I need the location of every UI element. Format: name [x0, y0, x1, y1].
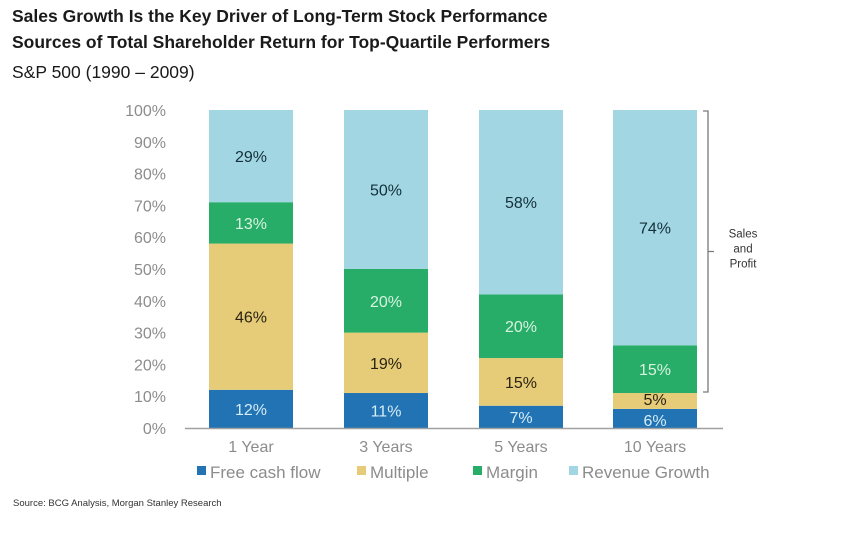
- bar-segment-revenue-growth: [479, 110, 563, 295]
- y-tick-label: 60%: [134, 230, 166, 247]
- legend-item-revenue-growth: Revenue Growth: [569, 463, 710, 482]
- x-tick-label: 10 Years: [624, 439, 686, 456]
- legend-label: Multiple: [370, 463, 429, 482]
- data-label: 20%: [505, 319, 537, 336]
- y-tick-label: 90%: [134, 135, 166, 152]
- y-tick-label: 40%: [134, 294, 166, 311]
- legend-item-free-cash-flow: Free cash flow: [197, 463, 321, 482]
- bracket-sales-and-profit: [703, 110, 714, 393]
- chart-title: Sales Growth Is the Key Driver of Long-T…: [12, 6, 548, 26]
- y-tick-label: 80%: [134, 167, 166, 184]
- y-tick-label: 30%: [134, 326, 166, 343]
- annotations: Sales and Profit: [703, 110, 758, 393]
- y-tick-label: 10%: [134, 389, 166, 406]
- chart-subtitle: Sources of Total Shareholder Return for …: [12, 32, 551, 52]
- data-label: 12%: [235, 402, 267, 419]
- bar-segment-multiple: [344, 332, 428, 394]
- data-label: 46%: [235, 310, 267, 327]
- bar-stack-1-year: 12% 46% 13% 29%: [209, 110, 293, 428]
- data-label: 13%: [235, 216, 267, 233]
- legend-swatch: [569, 466, 578, 475]
- legend: Free cash flow Multiple Margin Revenue Grow…: [197, 463, 710, 482]
- data-label: 15%: [505, 375, 537, 392]
- chart-scope-label: S&P 500 (1990 – 2009): [12, 62, 195, 82]
- x-tick-label: 5 Years: [494, 439, 547, 456]
- data-label: 74%: [639, 221, 671, 238]
- data-label: 20%: [370, 294, 402, 311]
- bar-stack-10-years: 6% 5% 15% 74%: [613, 110, 697, 430]
- annotation-label: Profit: [730, 259, 758, 271]
- y-tick-label: 70%: [134, 198, 166, 215]
- y-tick-label: 0%: [143, 421, 166, 438]
- bar-segment-free-cash-flow: [613, 408, 697, 428]
- legend-swatch: [357, 466, 366, 475]
- data-label: 11%: [371, 404, 402, 421]
- x-tick-label: 1 Year: [228, 439, 274, 456]
- data-label: 58%: [505, 195, 537, 212]
- bar-segment-margin: [479, 294, 563, 359]
- bar-segment-multiple: [613, 393, 697, 409]
- bar-segment-margin: [209, 202, 293, 244]
- bar-stack-3-years: 11% 19% 20% 50%: [344, 110, 428, 428]
- y-tick-label: 20%: [134, 357, 166, 374]
- data-label: 6%: [643, 413, 666, 430]
- y-axis: 0% 10% 20% 30% 40% 50% 60% 70% 80% 90% 100%: [125, 103, 166, 438]
- annotation-label: and: [733, 244, 752, 256]
- x-axis: 1 Year 3 Years 5 Years 10 Years: [185, 427, 723, 456]
- legend-swatch: [197, 466, 206, 475]
- bar-segment-revenue-growth: [209, 110, 293, 203]
- x-tick-label: 3 Years: [359, 439, 412, 456]
- legend-label: Free cash flow: [210, 463, 321, 482]
- bars: 12% 46% 13% 29% 11% 19% 20% 50% 7% 15% 20% 58% 6% 5% 1…: [209, 110, 697, 430]
- bar-segment-multiple: [209, 243, 293, 390]
- bar-segment-free-cash-flow: [344, 393, 428, 428]
- bar-stack-5-years: 7% 15% 20% 58%: [479, 110, 563, 428]
- bar-segment-margin: [344, 269, 428, 333]
- annotation-label: Sales: [729, 229, 758, 241]
- data-label: 7%: [509, 410, 532, 427]
- bar-segment-free-cash-flow: [479, 405, 563, 428]
- legend-swatch: [473, 466, 482, 475]
- bar-segment-revenue-growth: [344, 110, 428, 269]
- source-note: Source: BCG Analysis, Morgan Stanley Res…: [13, 498, 222, 509]
- data-label: 50%: [370, 183, 402, 200]
- data-label: 19%: [370, 356, 402, 373]
- data-label: 15%: [639, 362, 671, 379]
- data-label: 29%: [235, 149, 267, 166]
- bar-segment-revenue-growth: [613, 110, 697, 346]
- y-tick-label: 50%: [134, 262, 166, 279]
- y-tick-label: 100%: [125, 103, 166, 120]
- legend-item-margin: Margin: [473, 463, 538, 482]
- legend-label: Margin: [486, 463, 538, 482]
- bar-segment-margin: [613, 345, 697, 394]
- legend-item-multiple: Multiple: [357, 463, 429, 482]
- bar-segment-multiple: [479, 358, 563, 406]
- data-label: 5%: [643, 392, 666, 409]
- legend-label: Revenue Growth: [582, 463, 710, 482]
- bar-segment-free-cash-flow: [209, 389, 293, 428]
